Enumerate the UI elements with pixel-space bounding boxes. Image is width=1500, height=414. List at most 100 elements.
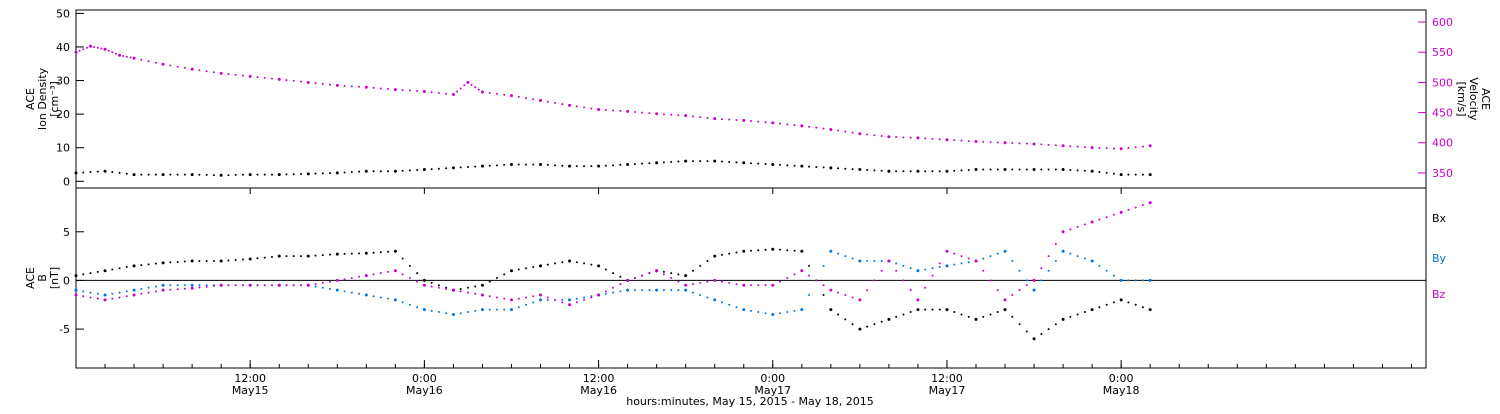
bx-point xyxy=(604,268,607,271)
velocity-point xyxy=(829,127,833,131)
velocity-point xyxy=(546,100,549,103)
by-point xyxy=(532,301,535,304)
by-point xyxy=(1025,279,1028,282)
bz-point xyxy=(74,293,78,297)
bx-point xyxy=(212,259,215,262)
by-point xyxy=(1141,279,1144,282)
bx-point xyxy=(866,325,869,328)
bz-point xyxy=(525,296,527,299)
bx-point xyxy=(474,285,477,288)
bz-point xyxy=(147,291,150,294)
velocity-point xyxy=(706,116,709,119)
bx-point xyxy=(256,257,259,260)
by-point xyxy=(619,290,622,293)
bz-point xyxy=(474,292,477,295)
bz-point xyxy=(1025,284,1028,287)
by-point xyxy=(343,290,346,293)
velocity-point xyxy=(474,86,477,89)
bz-point xyxy=(858,298,862,302)
ion-density-point xyxy=(292,173,295,176)
bx-point xyxy=(408,264,411,267)
velocity-point xyxy=(451,92,455,96)
bx-point xyxy=(111,268,114,271)
velocity-point xyxy=(147,60,150,63)
by-point xyxy=(198,284,201,287)
bz-point xyxy=(300,284,302,287)
velocity-point xyxy=(1061,144,1065,148)
ion-density-point xyxy=(1112,172,1115,175)
ion-density-point xyxy=(256,173,259,176)
by-point xyxy=(1112,274,1115,277)
by-point xyxy=(1040,279,1043,282)
ion-density-point xyxy=(474,165,477,168)
bx-point xyxy=(422,278,426,282)
velocity-point xyxy=(895,136,898,139)
by-point xyxy=(314,285,317,288)
bz-point xyxy=(931,274,934,277)
ion-density-point xyxy=(190,173,194,177)
velocity-point xyxy=(575,105,578,108)
by-point xyxy=(459,312,462,315)
velocity-point xyxy=(82,48,85,51)
velocity-point xyxy=(967,140,970,143)
bx-point xyxy=(887,317,891,321)
velocity-point xyxy=(176,65,179,68)
bz-point xyxy=(263,284,266,287)
velocity-point xyxy=(343,84,346,87)
ion-density-point xyxy=(234,173,237,176)
bx-point xyxy=(82,273,85,276)
velocity-point xyxy=(93,45,96,48)
bz-point xyxy=(321,281,324,284)
bz-point xyxy=(909,289,912,292)
bz-point xyxy=(234,284,237,287)
bz-point xyxy=(728,281,731,284)
bx-point xyxy=(140,264,143,267)
bx-point xyxy=(430,281,433,284)
velocity-point xyxy=(480,90,484,94)
bz-point xyxy=(546,296,549,299)
bottom-panel-frame xyxy=(75,187,1427,369)
points-layer xyxy=(74,44,1152,341)
bz-point xyxy=(132,293,136,297)
bottom-left-tick-label: 5 xyxy=(63,226,70,239)
by-point xyxy=(844,255,847,258)
bx-point xyxy=(575,261,578,264)
ion-density-point xyxy=(285,173,288,176)
bx-point xyxy=(1098,306,1101,309)
x-tick-date-label: May17 xyxy=(754,384,791,397)
bx-point xyxy=(742,249,746,253)
bz-point xyxy=(895,269,898,272)
ion-density-point xyxy=(699,160,702,163)
bz-point xyxy=(822,284,825,287)
ion-density-point xyxy=(96,170,99,173)
top-right-tick-label: 500 xyxy=(1432,76,1453,89)
bz-point xyxy=(517,297,520,300)
bx-point xyxy=(219,259,223,263)
by-point xyxy=(873,259,876,262)
by-point xyxy=(575,297,578,300)
velocity-point xyxy=(1105,147,1108,150)
by-point xyxy=(437,311,440,314)
bz-point xyxy=(641,274,644,277)
by-point xyxy=(771,312,775,316)
top-left-axis-label-line2: Ion Density xyxy=(36,67,49,130)
by-point xyxy=(866,259,869,262)
top-right-axis-label: ACE Velocity [km/s] xyxy=(1455,77,1492,121)
by-point xyxy=(1003,249,1007,253)
bx-point xyxy=(829,308,833,312)
by-point xyxy=(517,306,520,309)
by-point xyxy=(154,285,157,288)
by-point xyxy=(960,262,963,265)
by-point xyxy=(764,312,767,315)
bz-point xyxy=(989,279,992,282)
bz-point xyxy=(619,283,622,286)
bz-point xyxy=(176,288,179,291)
bottom-left-axis-label-line3: [nT] xyxy=(48,267,61,289)
by-point xyxy=(837,252,840,255)
x-tick-time-label: 0:00 xyxy=(412,372,437,385)
bx-point xyxy=(169,261,172,264)
ion-density-point xyxy=(335,171,339,175)
ion-density-point xyxy=(227,174,230,177)
ion-density-point xyxy=(597,164,601,168)
